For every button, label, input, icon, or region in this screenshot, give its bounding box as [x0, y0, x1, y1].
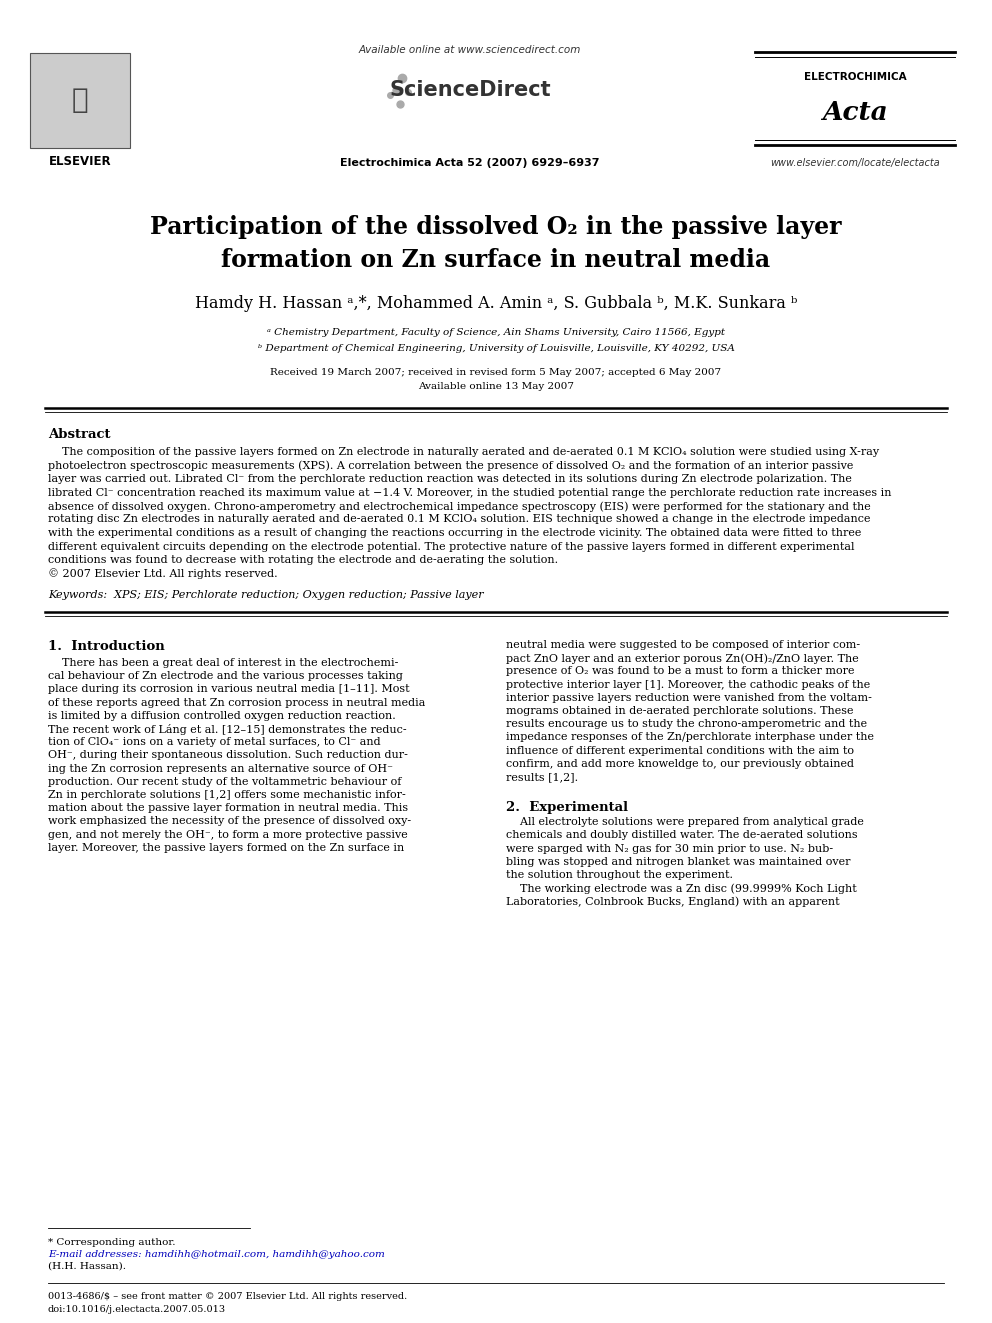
Text: ⬛: ⬛: [71, 86, 88, 114]
Text: 1.  Introduction: 1. Introduction: [48, 640, 165, 654]
Text: neutral media were suggested to be composed of interior com-: neutral media were suggested to be compo…: [506, 640, 860, 650]
Text: ELSEVIER: ELSEVIER: [49, 155, 111, 168]
Text: rotating disc Zn electrodes in naturally aerated and de-aerated 0.1 M KClO₄ solu: rotating disc Zn electrodes in naturally…: [48, 515, 871, 524]
Text: work emphasized the necessity of the presence of dissolved oxy-: work emphasized the necessity of the pre…: [48, 816, 411, 827]
Text: presence of O₂ was found to be a must to form a thicker more: presence of O₂ was found to be a must to…: [506, 667, 854, 676]
Text: mograms obtained in de-aerated perchlorate solutions. These: mograms obtained in de-aerated perchlora…: [506, 706, 853, 716]
Text: production. Our recent study of the voltammetric behaviour of: production. Our recent study of the volt…: [48, 777, 402, 787]
Text: There has been a great deal of interest in the electrochemi-: There has been a great deal of interest …: [48, 658, 399, 668]
Text: of these reports agreed that Zn corrosion process in neutral media: of these reports agreed that Zn corrosio…: [48, 697, 426, 708]
Text: ing the Zn corrosion represents an alternative source of OH⁻: ing the Zn corrosion represents an alter…: [48, 763, 393, 774]
Text: Received 19 March 2007; received in revised form 5 May 2007; accepted 6 May 2007: Received 19 March 2007; received in revi…: [271, 368, 721, 377]
Text: 2.  Experimental: 2. Experimental: [506, 802, 628, 814]
Text: influence of different experimental conditions with the aim to: influence of different experimental cond…: [506, 746, 854, 755]
Text: mation about the passive layer formation in neutral media. This: mation about the passive layer formation…: [48, 803, 408, 814]
Text: layer was carried out. Librated Cl⁻ from the perchlorate reduction reaction was : layer was carried out. Librated Cl⁻ from…: [48, 474, 852, 484]
Text: confirm, and add more knoweldge to, our previously obtained: confirm, and add more knoweldge to, our …: [506, 759, 854, 769]
Text: gen, and not merely the OH⁻, to form a more protective passive: gen, and not merely the OH⁻, to form a m…: [48, 830, 408, 840]
Text: pact ZnO layer and an exterior porous Zn(OH)₂/ZnO layer. The: pact ZnO layer and an exterior porous Zn…: [506, 654, 859, 664]
Text: E-mail addresses: hamdihh@hotmail.com, hamdihh@yahoo.com: E-mail addresses: hamdihh@hotmail.com, h…: [48, 1250, 385, 1259]
Text: interior passive layers reduction were vanished from the voltam-: interior passive layers reduction were v…: [506, 693, 872, 703]
Text: absence of dissolved oxygen. Chrono-amperometry and electrochemical impedance sp: absence of dissolved oxygen. Chrono-ampe…: [48, 501, 871, 512]
Text: different equivalent circuits depending on the electrode potential. The protecti: different equivalent circuits depending …: [48, 541, 854, 552]
Text: Abstract: Abstract: [48, 429, 110, 441]
Text: Participation of the dissolved O₂ in the passive layer: Participation of the dissolved O₂ in the…: [150, 216, 842, 239]
Text: All electrolyte solutions were prepared from analytical grade: All electrolyte solutions were prepared …: [506, 818, 864, 827]
Text: ScienceDirect: ScienceDirect: [389, 79, 551, 101]
Text: tion of ClO₄⁻ ions on a variety of metal surfaces, to Cl⁻ and: tion of ClO₄⁻ ions on a variety of metal…: [48, 737, 381, 747]
Text: Keywords:  XPS; EIS; Perchlorate reduction; Oxygen reduction; Passive layer: Keywords: XPS; EIS; Perchlorate reductio…: [48, 590, 484, 601]
Text: Electrochimica Acta 52 (2007) 6929–6937: Electrochimica Acta 52 (2007) 6929–6937: [340, 157, 600, 168]
Text: ELECTROCHIMICA: ELECTROCHIMICA: [804, 71, 907, 82]
Bar: [30, 53, 130, 148]
Text: the solution throughout the experiment.: the solution throughout the experiment.: [506, 871, 733, 880]
Text: cal behaviour of Zn electrode and the various processes taking: cal behaviour of Zn electrode and the va…: [48, 671, 403, 681]
Text: bling was stopped and nitrogen blanket was maintained over: bling was stopped and nitrogen blanket w…: [506, 857, 850, 867]
Text: The composition of the passive layers formed on Zn electrode in naturally aerate: The composition of the passive layers fo…: [48, 447, 879, 456]
Text: * Corresponding author.: * Corresponding author.: [48, 1238, 176, 1248]
Text: is limited by a diffusion controlled oxygen reduction reaction.: is limited by a diffusion controlled oxy…: [48, 710, 396, 721]
Text: © 2007 Elsevier Ltd. All rights reserved.: © 2007 Elsevier Ltd. All rights reserved…: [48, 569, 278, 579]
Text: conditions was found to decrease with rotating the electrode and de-aerating the: conditions was found to decrease with ro…: [48, 556, 558, 565]
Text: Acta: Acta: [822, 101, 888, 124]
Text: The recent work of Láng et al. [12–15] demonstrates the reduc-: The recent work of Láng et al. [12–15] d…: [48, 724, 407, 736]
Text: OH⁻, during their spontaneous dissolution. Such reduction dur-: OH⁻, during their spontaneous dissolutio…: [48, 750, 408, 761]
Text: formation on Zn surface in neutral media: formation on Zn surface in neutral media: [221, 247, 771, 273]
Text: were sparged with N₂ gas for 30 min prior to use. N₂ bub-: were sparged with N₂ gas for 30 min prio…: [506, 844, 833, 853]
Text: www.elsevier.com/locate/electacta: www.elsevier.com/locate/electacta: [770, 157, 939, 168]
Text: The working electrode was a Zn disc (99.9999% Koch Light: The working electrode was a Zn disc (99.…: [506, 884, 857, 894]
Text: chemicals and doubly distilled water. The de-aerated solutions: chemicals and doubly distilled water. Th…: [506, 831, 858, 840]
Text: with the experimental conditions as a result of changing the reactions occurring: with the experimental conditions as a re…: [48, 528, 861, 538]
Text: (H.H. Hassan).: (H.H. Hassan).: [48, 1262, 126, 1271]
Text: 0013-4686/$ – see front matter © 2007 Elsevier Ltd. All rights reserved.: 0013-4686/$ – see front matter © 2007 El…: [48, 1293, 408, 1301]
Text: results [1,2].: results [1,2].: [506, 773, 578, 782]
Text: ᵃ Chemistry Department, Faculty of Science, Ain Shams University, Cairo 11566, E: ᵃ Chemistry Department, Faculty of Scien…: [267, 328, 725, 337]
Text: photoelectron spectroscopic measurements (XPS). A correlation between the presen: photoelectron spectroscopic measurements…: [48, 460, 853, 471]
Text: Zn in perchlorate solutions [1,2] offers some mechanistic infor-: Zn in perchlorate solutions [1,2] offers…: [48, 790, 406, 800]
Text: ᵇ Department of Chemical Engineering, University of Louisville, Louisville, KY 4: ᵇ Department of Chemical Engineering, Un…: [258, 344, 734, 353]
Text: Available online 13 May 2007: Available online 13 May 2007: [418, 382, 574, 392]
Text: librated Cl⁻ concentration reached its maximum value at −1.4 V. Moreover, in the: librated Cl⁻ concentration reached its m…: [48, 487, 892, 497]
Text: layer. Moreover, the passive layers formed on the Zn surface in: layer. Moreover, the passive layers form…: [48, 843, 405, 853]
Text: place during its corrosion in various neutral media [1–11]. Most: place during its corrosion in various ne…: [48, 684, 410, 695]
Text: Available online at www.sciencedirect.com: Available online at www.sciencedirect.co…: [359, 45, 581, 56]
Text: Laboratories, Colnbrook Bucks, England) with an apparent: Laboratories, Colnbrook Bucks, England) …: [506, 897, 839, 908]
Text: results encourage us to study the chrono-amperometric and the: results encourage us to study the chrono…: [506, 720, 867, 729]
Text: doi:10.1016/j.electacta.2007.05.013: doi:10.1016/j.electacta.2007.05.013: [48, 1304, 226, 1314]
Text: protective interior layer [1]. Moreover, the cathodic peaks of the: protective interior layer [1]. Moreover,…: [506, 680, 870, 689]
Text: Hamdy H. Hassan ᵃ,*, Mohammed A. Amin ᵃ, S. Gubbala ᵇ, M.K. Sunkara ᵇ: Hamdy H. Hassan ᵃ,*, Mohammed A. Amin ᵃ,…: [194, 295, 798, 312]
Text: impedance responses of the Zn/perchlorate interphase under the: impedance responses of the Zn/perchlorat…: [506, 733, 874, 742]
